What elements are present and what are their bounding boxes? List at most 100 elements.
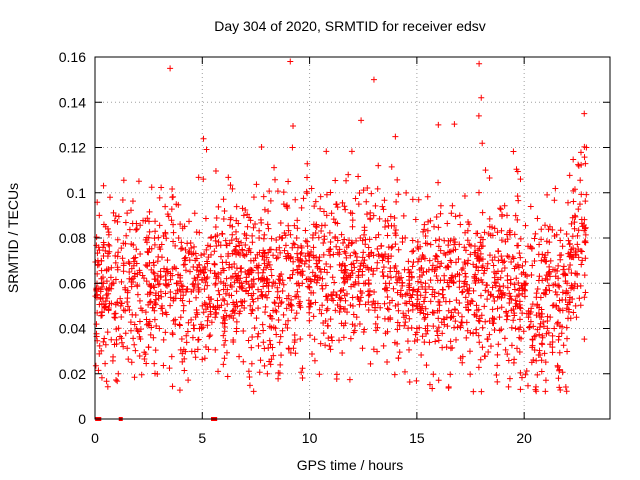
data-point (297, 304, 304, 311)
data-point (186, 257, 193, 264)
data-point (406, 315, 413, 322)
data-point (422, 289, 429, 296)
data-point (253, 181, 260, 188)
data-point (268, 356, 275, 363)
data-point (472, 279, 479, 286)
data-point (294, 288, 301, 295)
data-point (177, 245, 184, 252)
data-point (249, 306, 256, 313)
data-point (142, 309, 149, 316)
data-point (162, 203, 169, 210)
data-point (273, 255, 280, 262)
data-point (461, 244, 468, 251)
data-point (461, 259, 468, 266)
data-point (203, 246, 210, 253)
data-point (551, 232, 558, 239)
data-point (245, 368, 252, 375)
data-point (341, 262, 348, 269)
data-point (514, 216, 521, 223)
data-point (358, 117, 365, 124)
data-point (274, 288, 281, 295)
data-point (508, 259, 515, 266)
data-point (294, 217, 301, 224)
data-point (168, 353, 175, 360)
data-point (571, 186, 578, 193)
data-point (452, 239, 459, 246)
data-point (100, 338, 107, 345)
data-point (452, 318, 459, 325)
data-point (360, 329, 367, 336)
data-point (115, 213, 122, 220)
data-point (349, 210, 356, 217)
data-point (373, 265, 380, 272)
data-point (144, 291, 151, 298)
data-point (463, 334, 470, 341)
data-point (216, 291, 223, 298)
data-point (220, 286, 227, 293)
data-point (227, 182, 234, 189)
data-point (182, 267, 189, 274)
data-point (275, 303, 282, 310)
data-point (421, 226, 428, 233)
data-point (459, 319, 466, 326)
data-point (341, 203, 348, 210)
y-tick-label: 0.1 (67, 185, 87, 201)
data-point (290, 345, 297, 352)
data-point (531, 235, 538, 242)
data-point (309, 269, 316, 276)
data-point (312, 223, 319, 230)
data-point (345, 242, 352, 249)
chart-title: Day 304 of 2020, SRMTID for receiver eds… (214, 18, 486, 34)
data-point (97, 286, 104, 293)
data-point (465, 218, 472, 225)
data-point (393, 198, 400, 205)
data-point (254, 295, 261, 302)
data-point (184, 286, 191, 293)
data-point (101, 335, 108, 342)
data-point (423, 330, 430, 337)
data-point (310, 244, 317, 251)
data-point (536, 347, 543, 354)
data-point (298, 369, 305, 376)
data-point (128, 207, 135, 214)
data-point (138, 371, 145, 378)
data-point (482, 318, 489, 325)
data-point (136, 269, 143, 276)
data-point (414, 296, 421, 303)
data-point (470, 330, 477, 337)
data-point (170, 229, 177, 236)
data-point (374, 348, 381, 355)
data-point (172, 242, 179, 249)
data-point (423, 362, 430, 369)
data-point (261, 275, 268, 282)
data-point (157, 268, 164, 275)
data-point (325, 335, 332, 342)
data-point (554, 291, 561, 298)
data-point (271, 164, 278, 171)
data-point (474, 230, 481, 237)
data-point (100, 221, 107, 228)
data-point (139, 272, 146, 279)
data-point (551, 325, 558, 332)
data-point (115, 370, 122, 377)
data-point (122, 307, 129, 314)
data-point (201, 269, 208, 276)
data-point (522, 287, 529, 294)
data-point (504, 351, 511, 358)
data-point (118, 335, 125, 342)
data-point (317, 340, 324, 347)
data-point (341, 236, 348, 243)
data-point (470, 388, 477, 395)
data-point (355, 173, 362, 180)
data-point (201, 286, 208, 293)
data-point (551, 197, 558, 204)
data-point (432, 338, 439, 345)
data-point (282, 242, 289, 249)
data-point (504, 284, 511, 291)
data-point (156, 325, 163, 332)
data-point (144, 248, 151, 255)
data-point (312, 272, 319, 279)
data-point (473, 275, 480, 282)
data-point (312, 230, 319, 237)
